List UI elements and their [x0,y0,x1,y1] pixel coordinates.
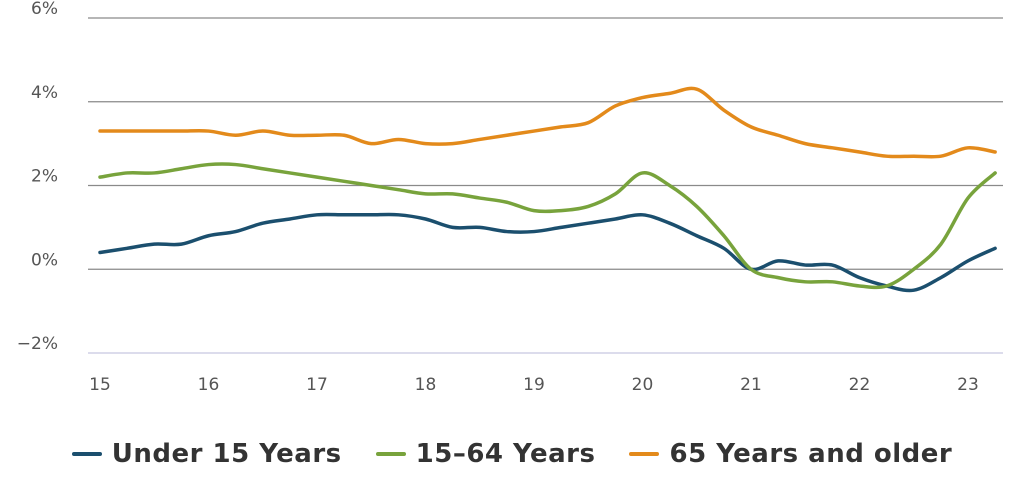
x-tick-label: 18 [415,375,437,395]
x-tick-label: 23 [957,375,979,395]
legend-swatch [71,452,102,456]
legend-item-65-years-and-older: 65 Years and older [629,439,952,469]
x-axis-labels: 15 16 17 18 19 20 21 22 23 [89,375,979,395]
x-tick-label: 20 [632,375,654,395]
series-line-65-years-and-older [98,86,997,159]
legend-label: 15–64 Years [415,439,596,469]
legend-item-under-15-years: Under 15 Years [71,439,342,469]
y-tick-label: 6% [31,0,58,19]
y-tick-label: 0% [31,250,58,270]
series-lines [98,86,997,293]
legend-swatch [375,452,406,456]
grid-lines [88,17,1003,354]
legend-label: 65 Years and older [669,439,953,469]
y-tick-label: −2% [17,334,58,354]
legend-swatch [629,452,660,456]
x-tick-label: 16 [198,375,220,395]
legend: Under 15 Years 15–64 Years 65 Years and ol… [0,430,1024,478]
x-tick-label: 19 [523,375,545,395]
x-tick-label: 21 [740,375,762,395]
y-tick-label: 4% [31,83,58,103]
y-tick-label: 2% [31,167,58,187]
x-tick-label: 17 [306,375,328,395]
y-axis-labels: −2% 0% 2% 4% 6% [17,0,58,354]
legend-item-15-64-years: 15–64 Years [375,439,596,469]
x-tick-label: 15 [89,375,111,395]
x-tick-label: 22 [849,375,871,395]
series-line-15-64-years [98,162,997,290]
series-line-under-15-years [98,212,997,293]
legend-label: Under 15 Years [111,439,342,469]
